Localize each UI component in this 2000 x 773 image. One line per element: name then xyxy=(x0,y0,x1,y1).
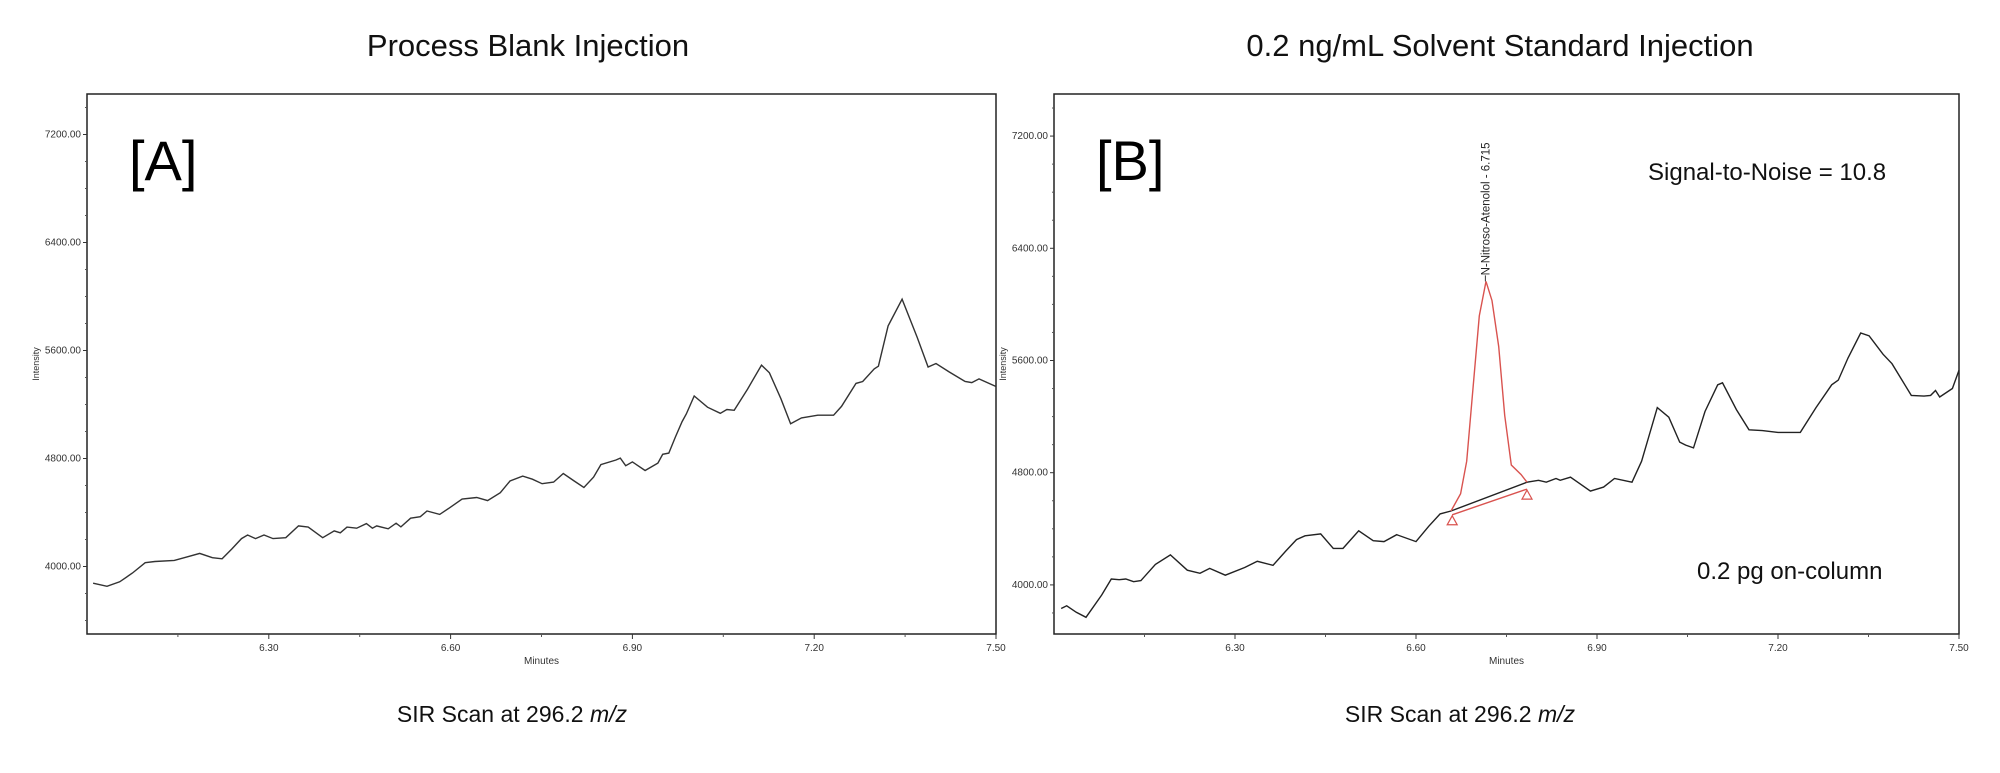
plot-frame xyxy=(86,93,997,635)
panel-title: 0.2 ng/mL Solvent Standard Injection xyxy=(1246,28,1753,63)
y-tick-label: 7200.00 xyxy=(1012,131,1049,142)
series-line xyxy=(1060,332,1960,619)
x-tick-label: 7.50 xyxy=(1949,643,1969,654)
caption-unit: m/z xyxy=(1538,701,1576,727)
x-tick-label: 6.30 xyxy=(259,643,279,654)
x-tick-label: 6.30 xyxy=(1225,643,1245,654)
panel-label: [A] xyxy=(129,129,197,192)
y-tick-label: 5600.00 xyxy=(45,346,82,357)
amount-annotation: 0.2 pg on-column xyxy=(1697,558,1882,585)
y-tick-label: 4800.00 xyxy=(1012,468,1049,479)
x-tick-label: 7.20 xyxy=(804,643,824,654)
y-tick-label: 5600.00 xyxy=(1012,355,1049,366)
panel-title: Process Blank Injection xyxy=(367,28,689,63)
y-tick-label: 4000.00 xyxy=(1012,580,1049,591)
x-tick-label: 7.50 xyxy=(986,643,1006,654)
series-line xyxy=(92,297,997,588)
y-axis-label: Intensity xyxy=(31,347,41,381)
panel-b: 0.2 ng/mL Solvent Standard Injection 4000… xyxy=(998,28,1969,727)
panel-caption: SIR Scan at 296.2 m/z xyxy=(1345,701,1576,727)
x-axis-label: Minutes xyxy=(1489,656,1524,667)
baseline-marker-triangle xyxy=(1520,488,1534,500)
x-tick-label: 6.60 xyxy=(1406,643,1426,654)
x-tick-label: 7.20 xyxy=(1768,643,1788,654)
y-tick-label: 4000.00 xyxy=(45,562,82,573)
panel-label: [B] xyxy=(1096,129,1164,192)
y-tick-label: 6400.00 xyxy=(1012,243,1049,254)
panel-a: Process Blank Injection 4000.00 4800.00 560… xyxy=(31,28,1006,727)
baseline-marker-triangle xyxy=(1446,514,1459,526)
x-tick-label: 6.90 xyxy=(1587,643,1607,654)
peak-baseline xyxy=(1451,488,1528,516)
y-axis-label: Intensity xyxy=(998,347,1008,381)
x-tick-label: 6.60 xyxy=(441,643,461,654)
y-tick-label: 7200.00 xyxy=(45,130,82,141)
y-tick-label: 4800.00 xyxy=(45,454,82,465)
x-tick-label: 6.90 xyxy=(623,643,643,654)
caption-text: SIR Scan at 296.2 xyxy=(1345,701,1538,727)
x-axis-label: Minutes xyxy=(524,656,559,667)
integrated-peak xyxy=(1450,281,1528,512)
signal-to-noise-annotation: Signal-to-Noise = 10.8 xyxy=(1648,159,1886,186)
y-tick-label: 6400.00 xyxy=(45,238,82,249)
caption-unit: m/z xyxy=(590,701,628,727)
caption-text: SIR Scan at 296.2 xyxy=(397,701,590,727)
panel-caption: SIR Scan at 296.2 m/z xyxy=(397,701,628,727)
peak-label: N-Nitroso-Atenolol - 6.715 xyxy=(1480,142,1492,275)
